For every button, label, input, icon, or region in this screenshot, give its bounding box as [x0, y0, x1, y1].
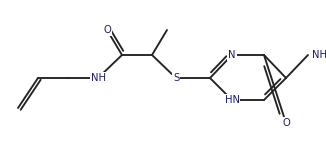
- Text: S: S: [173, 73, 179, 83]
- Text: N: N: [228, 50, 236, 60]
- Text: NH: NH: [91, 73, 106, 83]
- Text: HN: HN: [225, 95, 240, 105]
- Text: O: O: [282, 118, 290, 128]
- Text: NH₂: NH₂: [312, 50, 326, 60]
- Text: O: O: [103, 25, 111, 35]
